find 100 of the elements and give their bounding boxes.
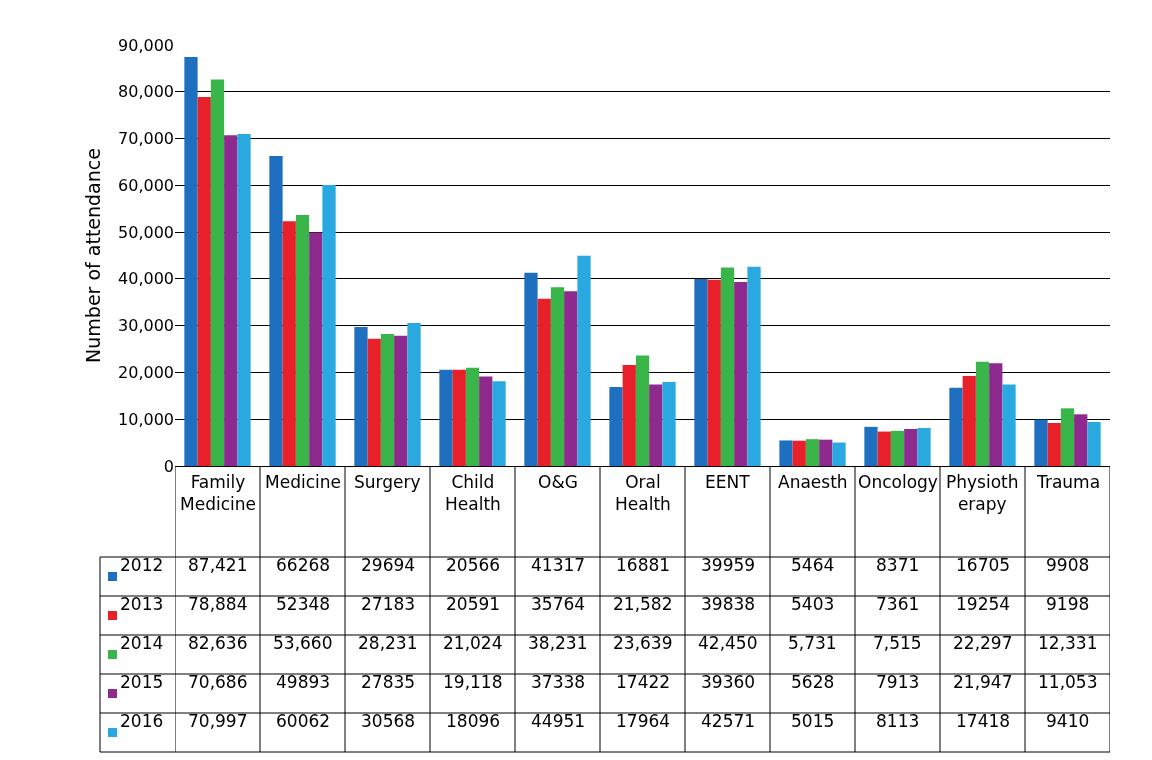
data-label: 7361 [876,594,920,614]
legend-label: 2015 [120,672,164,692]
data-label: 7913 [876,672,920,692]
y-tick-label: 90,000 [118,35,174,55]
bar [210,79,225,466]
bar [550,287,565,466]
bar [394,335,408,466]
x-tick-label: Medicine [265,472,341,492]
data-label: 18096 [446,711,501,731]
data-label: 53,660 [273,633,333,653]
data-label: 11,053 [1038,672,1098,692]
data-label: 5,731 [788,633,837,653]
bar [407,323,421,466]
data-label: 44951 [531,711,586,731]
data-label: 12,331 [1038,633,1098,653]
data-label: 30568 [361,711,416,731]
data-label: 37338 [531,672,586,692]
y-tick-label: 40,000 [118,269,174,289]
bar [734,281,748,466]
bar [720,267,735,466]
bar [309,232,323,466]
bar [819,439,833,466]
data-label: 16881 [616,555,671,575]
legend-label: 2016 [120,711,164,731]
data-label: 27183 [361,594,416,614]
bar [635,355,650,466]
bar [864,426,878,466]
bar [662,381,676,466]
data-label: 9198 [1046,594,1090,614]
data-label: 87,421 [188,555,248,575]
bar [282,221,296,466]
bar [237,133,251,466]
bar [577,255,591,466]
bar [295,214,310,466]
x-tick-label: EENT [705,472,751,492]
data-label: 49893 [276,672,331,692]
bar [890,430,905,466]
y-tick-label: 20,000 [118,363,174,383]
y-tick-label: 80,000 [118,82,174,102]
bar [184,57,198,466]
bar [989,363,1003,466]
x-tick-label: Surgery [354,472,421,492]
data-label: 8113 [876,711,920,731]
y-tick-label: 70,000 [118,129,174,149]
bar [904,428,918,466]
data-label: 9410 [1046,711,1090,731]
data-label: 16705 [956,555,1011,575]
y-tick-label: 10,000 [118,409,174,429]
bar [367,338,381,466]
data-label: 41317 [531,555,586,575]
data-label: 39838 [701,594,756,614]
data-label: 42571 [701,711,756,731]
data-label: 70,997 [188,711,248,731]
data-label: 29694 [361,555,416,575]
bar [380,333,395,466]
bar [707,279,721,466]
bar [975,361,990,466]
bar [779,440,793,466]
data-label: 60062 [276,711,331,731]
x-tick-label: O&G [538,472,578,492]
x-tick-label: Oncology [858,472,938,492]
bar [492,381,506,466]
y-axis-title: Number of attendance [81,148,104,363]
data-label: 23,639 [613,633,673,653]
bar [805,439,820,466]
data-label: 8371 [876,555,920,575]
data-label: 28,231 [358,633,418,653]
data-label: 9908 [1046,555,1090,575]
data-label: 20591 [446,594,501,614]
data-label: 22,297 [953,633,1013,653]
bar [877,431,891,466]
x-tick-label: Child Health [445,472,501,515]
data-label: 38,231 [528,633,588,653]
bar [962,375,976,466]
bar [1002,384,1016,466]
bar [524,272,538,466]
y-tick-label: 0 [163,456,174,476]
y-tick-label: 30,000 [118,316,174,336]
bar [609,387,623,466]
bar [1087,421,1101,466]
bar [479,376,493,466]
bar [622,365,636,466]
bar [269,156,283,466]
data-label: 20566 [446,555,501,575]
bar [1047,422,1061,466]
data-label: 70,686 [188,672,248,692]
data-label: 78,884 [188,594,248,614]
bar [452,369,466,466]
data-label: 21,024 [443,633,503,653]
data-label: 19,118 [443,672,503,692]
y-tick-label: 50,000 [118,222,174,242]
bar [747,266,761,466]
data-label: 82,636 [188,633,248,653]
bar [322,185,336,466]
bar [439,369,453,466]
x-tick-label: Trauma [1036,472,1101,492]
data-label: 5628 [791,672,835,692]
data-label: 39360 [701,672,756,692]
data-label: 17964 [616,711,671,731]
bar [224,135,238,466]
